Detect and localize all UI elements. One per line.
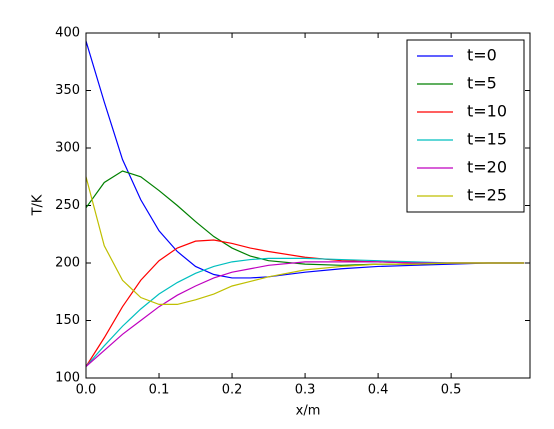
legend-label: t=0 (467, 46, 497, 65)
x-axis-label: x/m (296, 404, 321, 419)
y-tick-label: 150 (55, 313, 80, 328)
x-tick-label: 0.0 (76, 383, 97, 398)
y-tick-label: 400 (55, 26, 80, 41)
legend-label: t=20 (467, 158, 507, 177)
line (85, 40, 525, 279)
y-tick-label: 300 (55, 141, 80, 156)
legend-box (406, 39, 525, 213)
line (85, 261, 525, 367)
y-tick-label: 200 (55, 256, 80, 271)
legend-label: t=5 (467, 74, 497, 93)
y-tick-label: 250 (55, 198, 80, 213)
x-tick-label: 0.5 (441, 383, 462, 398)
x-tick-label: 0.3 (295, 383, 316, 398)
plot-frame (85, 32, 531, 379)
line (85, 176, 525, 305)
x-tick-label: 0.2 (222, 383, 243, 398)
y-axis-label: T/K (31, 194, 46, 216)
legend-label: t=15 (467, 130, 507, 149)
y-tick-label: 100 (55, 371, 80, 386)
y-tick-label: 350 (55, 83, 80, 98)
legend-label: t=25 (467, 186, 507, 205)
x-tick-label: 0.4 (368, 383, 389, 398)
x-tick-label: 0.1 (149, 383, 170, 398)
legend-label: t=10 (467, 102, 507, 121)
line (85, 257, 525, 367)
